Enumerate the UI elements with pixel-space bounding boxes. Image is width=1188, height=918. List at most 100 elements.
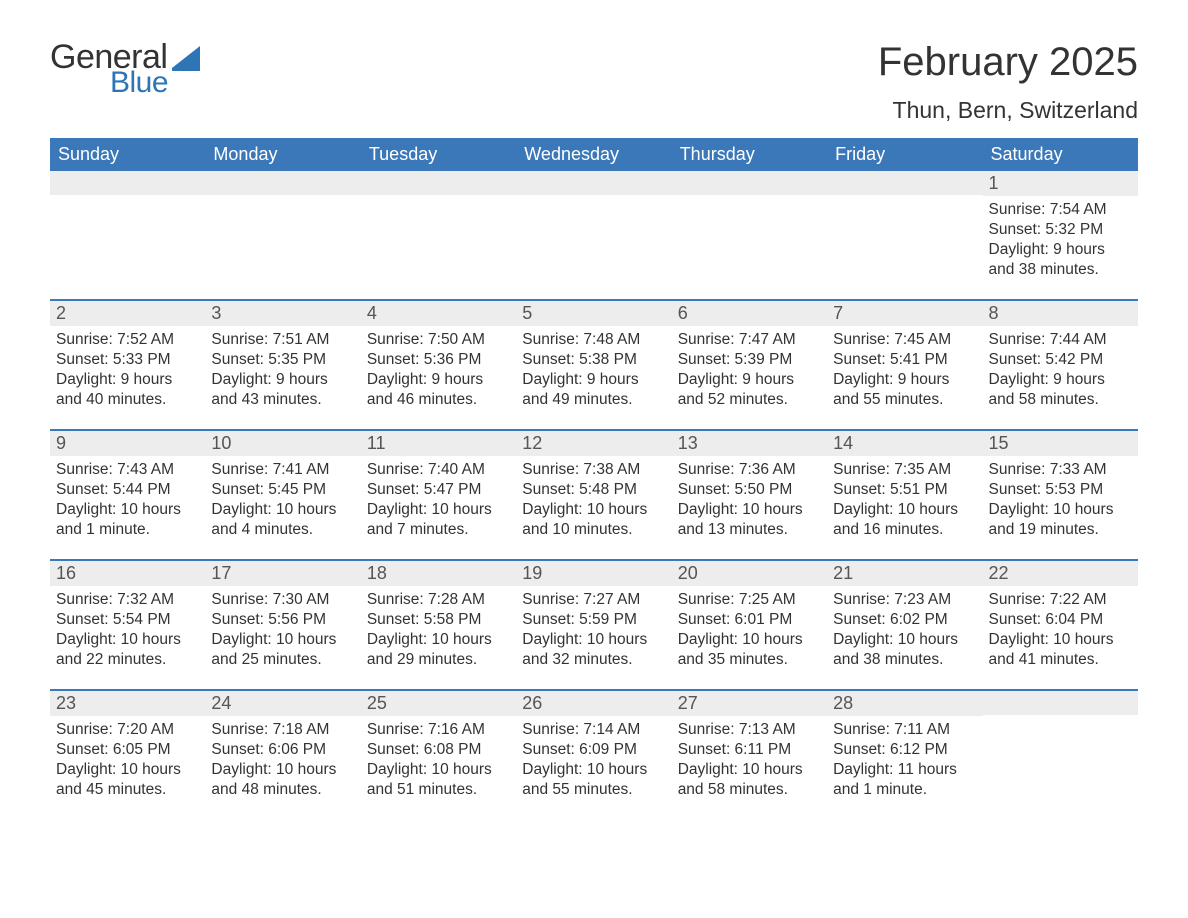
day-body: Sunrise: 7:11 AMSunset: 6:12 PMDaylight:…	[827, 716, 982, 807]
sunset-text: Sunset: 5:59 PM	[522, 610, 665, 630]
day-body: Sunrise: 7:50 AMSunset: 5:36 PMDaylight:…	[361, 326, 516, 417]
sunset-text: Sunset: 5:41 PM	[833, 350, 976, 370]
day-number: 13	[672, 431, 827, 456]
sunrise-text: Sunrise: 7:44 AM	[989, 330, 1132, 350]
day-cell: 5Sunrise: 7:48 AMSunset: 5:38 PMDaylight…	[516, 301, 671, 429]
day-cell: 2Sunrise: 7:52 AMSunset: 5:33 PMDaylight…	[50, 301, 205, 429]
day-number: 11	[361, 431, 516, 456]
day-cell: 10Sunrise: 7:41 AMSunset: 5:45 PMDayligh…	[205, 431, 360, 559]
daylight-text: Daylight: 10 hours and 51 minutes.	[367, 760, 510, 800]
day-body: Sunrise: 7:27 AMSunset: 5:59 PMDaylight:…	[516, 586, 671, 677]
sunrise-text: Sunrise: 7:18 AM	[211, 720, 354, 740]
sunrise-text: Sunrise: 7:30 AM	[211, 590, 354, 610]
day-cell: 6Sunrise: 7:47 AMSunset: 5:39 PMDaylight…	[672, 301, 827, 429]
sunset-text: Sunset: 5:58 PM	[367, 610, 510, 630]
sunset-text: Sunset: 5:53 PM	[989, 480, 1132, 500]
sunrise-text: Sunrise: 7:14 AM	[522, 720, 665, 740]
day-body: Sunrise: 7:30 AMSunset: 5:56 PMDaylight:…	[205, 586, 360, 677]
sunrise-text: Sunrise: 7:41 AM	[211, 460, 354, 480]
sunrise-text: Sunrise: 7:32 AM	[56, 590, 199, 610]
day-cell: 23Sunrise: 7:20 AMSunset: 6:05 PMDayligh…	[50, 691, 205, 819]
day-body: Sunrise: 7:36 AMSunset: 5:50 PMDaylight:…	[672, 456, 827, 547]
day-number: 26	[516, 691, 671, 716]
daylight-text: Daylight: 9 hours and 38 minutes.	[989, 240, 1132, 280]
week-row: 16Sunrise: 7:32 AMSunset: 5:54 PMDayligh…	[50, 559, 1138, 689]
day-cell: 13Sunrise: 7:36 AMSunset: 5:50 PMDayligh…	[672, 431, 827, 559]
day-number: 21	[827, 561, 982, 586]
day-body: Sunrise: 7:51 AMSunset: 5:35 PMDaylight:…	[205, 326, 360, 417]
sunset-text: Sunset: 5:39 PM	[678, 350, 821, 370]
day-cell: 11Sunrise: 7:40 AMSunset: 5:47 PMDayligh…	[361, 431, 516, 559]
day-cell: 19Sunrise: 7:27 AMSunset: 5:59 PMDayligh…	[516, 561, 671, 689]
daylight-text: Daylight: 10 hours and 13 minutes.	[678, 500, 821, 540]
day-cell: 3Sunrise: 7:51 AMSunset: 5:35 PMDaylight…	[205, 301, 360, 429]
day-number: 16	[50, 561, 205, 586]
sunset-text: Sunset: 6:05 PM	[56, 740, 199, 760]
daylight-text: Daylight: 10 hours and 22 minutes.	[56, 630, 199, 670]
day-body: Sunrise: 7:40 AMSunset: 5:47 PMDaylight:…	[361, 456, 516, 547]
sunset-text: Sunset: 5:32 PM	[989, 220, 1132, 240]
daylight-text: Daylight: 11 hours and 1 minute.	[833, 760, 976, 800]
day-body: Sunrise: 7:18 AMSunset: 6:06 PMDaylight:…	[205, 716, 360, 807]
dow-friday: Friday	[827, 138, 982, 171]
sunset-text: Sunset: 5:33 PM	[56, 350, 199, 370]
daylight-text: Daylight: 9 hours and 58 minutes.	[989, 370, 1132, 410]
daylight-text: Daylight: 10 hours and 29 minutes.	[367, 630, 510, 670]
day-cell: 15Sunrise: 7:33 AMSunset: 5:53 PMDayligh…	[983, 431, 1138, 559]
day-body: Sunrise: 7:43 AMSunset: 5:44 PMDaylight:…	[50, 456, 205, 547]
day-number: 20	[672, 561, 827, 586]
week-row: 23Sunrise: 7:20 AMSunset: 6:05 PMDayligh…	[50, 689, 1138, 819]
day-cell: 22Sunrise: 7:22 AMSunset: 6:04 PMDayligh…	[983, 561, 1138, 689]
day-cell: 14Sunrise: 7:35 AMSunset: 5:51 PMDayligh…	[827, 431, 982, 559]
day-body: Sunrise: 7:33 AMSunset: 5:53 PMDaylight:…	[983, 456, 1138, 547]
sunrise-text: Sunrise: 7:27 AM	[522, 590, 665, 610]
day-number: 3	[205, 301, 360, 326]
day-cell: 8Sunrise: 7:44 AMSunset: 5:42 PMDaylight…	[983, 301, 1138, 429]
daylight-text: Daylight: 10 hours and 55 minutes.	[522, 760, 665, 800]
sunrise-text: Sunrise: 7:52 AM	[56, 330, 199, 350]
daylight-text: Daylight: 10 hours and 58 minutes.	[678, 760, 821, 800]
day-cell: 25Sunrise: 7:16 AMSunset: 6:08 PMDayligh…	[361, 691, 516, 819]
logo-word-blue: Blue	[110, 68, 168, 98]
sunrise-text: Sunrise: 7:23 AM	[833, 590, 976, 610]
location: Thun, Bern, Switzerland	[878, 97, 1138, 124]
day-body: Sunrise: 7:23 AMSunset: 6:02 PMDaylight:…	[827, 586, 982, 677]
day-number: 23	[50, 691, 205, 716]
day-number: 25	[361, 691, 516, 716]
day-cell: 24Sunrise: 7:18 AMSunset: 6:06 PMDayligh…	[205, 691, 360, 819]
daylight-text: Daylight: 9 hours and 52 minutes.	[678, 370, 821, 410]
sunrise-text: Sunrise: 7:25 AM	[678, 590, 821, 610]
week-row: 1Sunrise: 7:54 AMSunset: 5:32 PMDaylight…	[50, 171, 1138, 299]
day-cell: 17Sunrise: 7:30 AMSunset: 5:56 PMDayligh…	[205, 561, 360, 689]
day-body: Sunrise: 7:44 AMSunset: 5:42 PMDaylight:…	[983, 326, 1138, 417]
day-cell: 27Sunrise: 7:13 AMSunset: 6:11 PMDayligh…	[672, 691, 827, 819]
sunrise-text: Sunrise: 7:33 AM	[989, 460, 1132, 480]
dow-monday: Monday	[205, 138, 360, 171]
sunrise-text: Sunrise: 7:50 AM	[367, 330, 510, 350]
day-body: Sunrise: 7:35 AMSunset: 5:51 PMDaylight:…	[827, 456, 982, 547]
day-number	[827, 171, 982, 195]
sunrise-text: Sunrise: 7:43 AM	[56, 460, 199, 480]
day-of-week-header: Sunday Monday Tuesday Wednesday Thursday…	[50, 138, 1138, 171]
day-cell: 18Sunrise: 7:28 AMSunset: 5:58 PMDayligh…	[361, 561, 516, 689]
sunrise-text: Sunrise: 7:16 AM	[367, 720, 510, 740]
sunset-text: Sunset: 6:06 PM	[211, 740, 354, 760]
sunset-text: Sunset: 5:38 PM	[522, 350, 665, 370]
sail-icon	[172, 46, 202, 72]
day-cell: 20Sunrise: 7:25 AMSunset: 6:01 PMDayligh…	[672, 561, 827, 689]
day-number: 28	[827, 691, 982, 716]
daylight-text: Daylight: 10 hours and 38 minutes.	[833, 630, 976, 670]
sunset-text: Sunset: 5:42 PM	[989, 350, 1132, 370]
day-number	[672, 171, 827, 195]
day-cell: 9Sunrise: 7:43 AMSunset: 5:44 PMDaylight…	[50, 431, 205, 559]
day-cell: 16Sunrise: 7:32 AMSunset: 5:54 PMDayligh…	[50, 561, 205, 689]
daylight-text: Daylight: 10 hours and 45 minutes.	[56, 760, 199, 800]
logo: General Blue	[50, 40, 202, 98]
sunset-text: Sunset: 6:04 PM	[989, 610, 1132, 630]
dow-tuesday: Tuesday	[361, 138, 516, 171]
weeks-container: 1Sunrise: 7:54 AMSunset: 5:32 PMDaylight…	[50, 171, 1138, 819]
dow-sunday: Sunday	[50, 138, 205, 171]
day-number: 12	[516, 431, 671, 456]
sunset-text: Sunset: 5:47 PM	[367, 480, 510, 500]
sunset-text: Sunset: 5:44 PM	[56, 480, 199, 500]
